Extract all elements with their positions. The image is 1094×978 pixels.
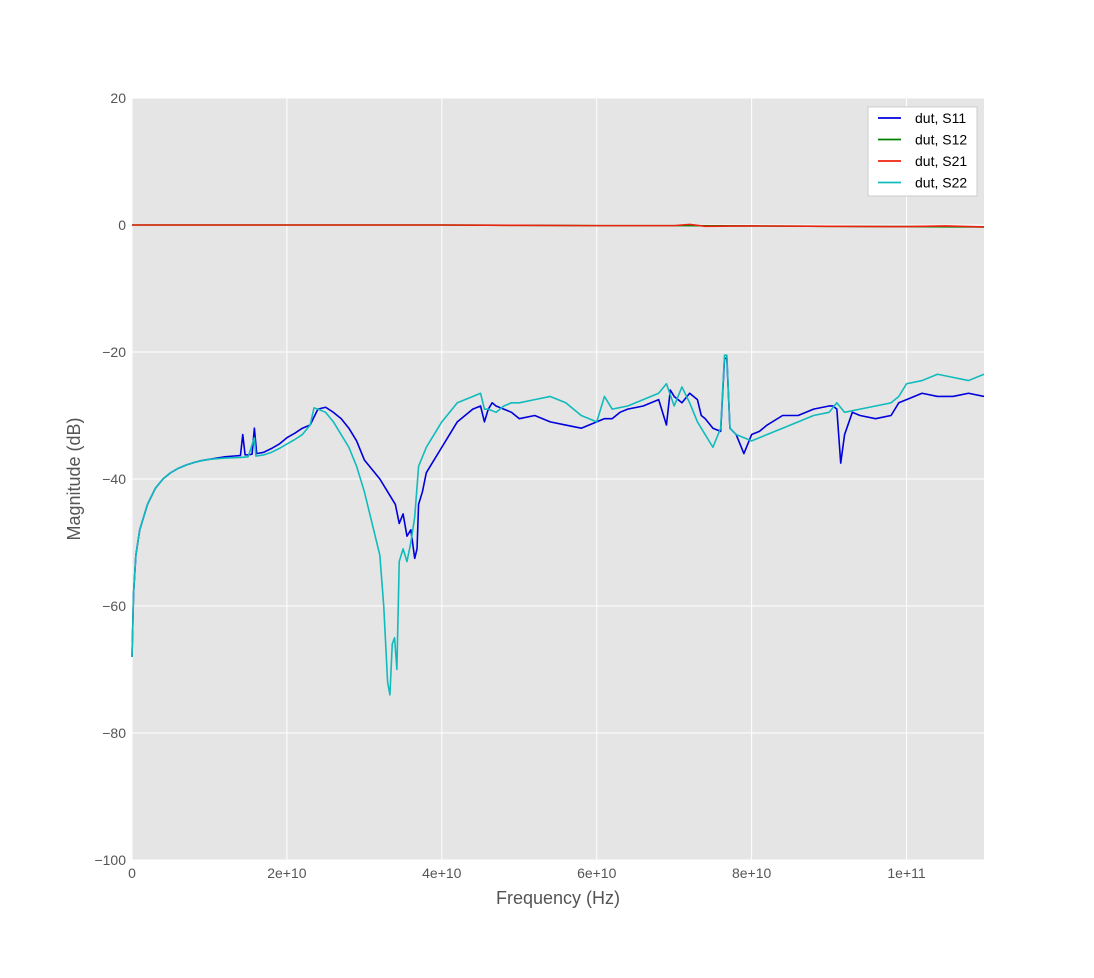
series-line-dut-s21 [132, 223, 985, 228]
legend: dut, S11 dut, S12 dut, S21 dut, S22 [867, 106, 978, 197]
legend-entry-label: dut, S11 [915, 110, 966, 126]
x-tick-label: 0 [128, 865, 136, 881]
series-layer [131, 223, 985, 696]
y-axis-label: Magnitude (dB) [64, 417, 84, 540]
legend-box [867, 106, 978, 197]
x-axis-label: Frequency (Hz) [496, 888, 620, 908]
series-line-dut-s11 [131, 357, 985, 657]
tick-labels: 0 2e+10 4e+10 6e+10 8e+10 1e+11 20 0 −20 −40 −60 −8… [94, 90, 925, 881]
x-tick-label: 2e+10 [267, 865, 307, 881]
legend-entry-label: dut, S12 [915, 132, 967, 148]
series-line-dut-s22 [131, 354, 985, 696]
x-tick-label: 6e+10 [577, 865, 617, 881]
y-tick-label: 0 [118, 217, 126, 233]
x-tick-label: 1e+11 [887, 865, 925, 881]
y-tick-label: −20 [102, 344, 126, 360]
x-tick-label: 4e+10 [422, 865, 462, 881]
y-tick-label: −60 [102, 598, 126, 614]
legend-entry-label: dut, S21 [915, 153, 967, 169]
y-tick-label: −100 [94, 852, 126, 868]
y-tick-label: −40 [102, 471, 126, 487]
legend-entry-label: dut, S22 [915, 175, 967, 191]
x-tick-label: 8e+10 [732, 865, 772, 881]
y-tick-label: 20 [110, 90, 126, 106]
y-tick-label: −80 [102, 725, 126, 741]
